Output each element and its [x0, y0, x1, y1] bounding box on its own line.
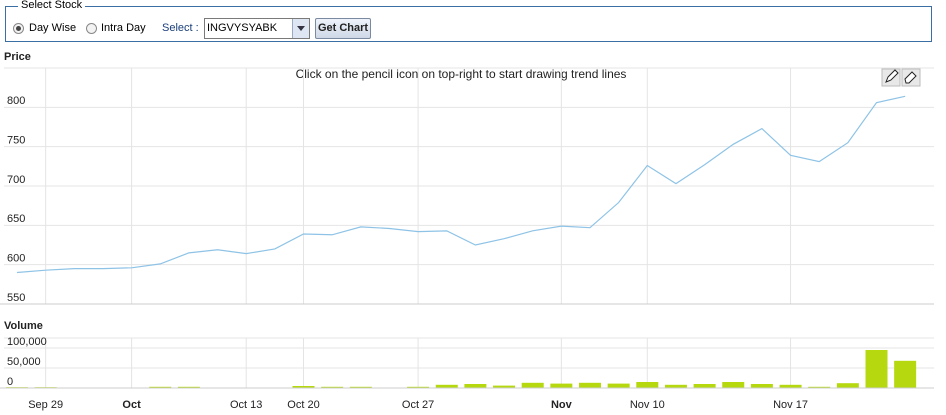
stock-select[interactable]: INGVYSYABK [204, 18, 310, 39]
annotation: Click on the pencil icon on top-right to… [296, 67, 627, 81]
volume-bar [865, 350, 888, 388]
pencil-button[interactable] [881, 68, 901, 87]
panel-legend: Select Stock [18, 0, 86, 11]
y-tick-label: 700 [7, 174, 25, 186]
volume-bar [722, 382, 745, 388]
x-tick-label: Oct 20 [287, 399, 319, 411]
volume-bar [750, 384, 773, 388]
volume-bar [607, 383, 630, 388]
volume-bar [636, 382, 659, 388]
x-tick-label: Sep 29 [28, 399, 63, 411]
volume-bar [693, 384, 716, 388]
radio-day-wise[interactable] [13, 23, 24, 34]
volume-bar [349, 386, 372, 388]
x-tick-label: Nov [551, 399, 573, 411]
x-tick-label: Oct 13 [230, 399, 262, 411]
x-tick-label: Nov 17 [773, 399, 808, 411]
get-chart-button[interactable]: Get Chart [315, 18, 371, 39]
price-title: Price [4, 51, 31, 63]
price-line [16, 95, 906, 274]
volume-bar [894, 360, 917, 388]
volume-bar [579, 382, 601, 388]
volume-bar [407, 386, 430, 388]
volume-bar [836, 383, 859, 388]
y-tick-label: 600 [7, 253, 25, 265]
y-tick-label: 800 [7, 95, 25, 107]
y-tick-label: 650 [7, 213, 25, 225]
volume-bar [292, 386, 315, 388]
volume-title: Volume [4, 320, 43, 332]
x-tick-label: Oct 27 [402, 399, 434, 411]
volume-bar [521, 382, 544, 388]
volume-bar [321, 386, 344, 388]
select-value: INGVYSYABK [207, 22, 278, 34]
volume-bar [177, 386, 200, 388]
volume-bar [435, 384, 458, 388]
volume-bar [464, 384, 487, 388]
radio-label[interactable]: Day Wise [29, 22, 77, 34]
y-tick-label: 50,000 [7, 356, 41, 368]
radio-intra-day[interactable] [86, 23, 97, 34]
y-tick-label: 100,000 [7, 336, 47, 348]
select-label: Select : [162, 22, 199, 34]
radio-label[interactable]: Intra Day [101, 22, 146, 34]
select-arrow[interactable] [292, 19, 309, 38]
volume-bar [808, 386, 831, 388]
x-tick-label: Oct [122, 399, 141, 411]
select-stock-panel: Select Stock Day Wise Intra Day Select :… [5, 0, 932, 42]
volume-bar [493, 385, 516, 388]
y-tick-label: 550 [7, 292, 25, 304]
volume-bar [149, 386, 172, 388]
y-tick-label: 0 [7, 376, 13, 388]
x-tick-label: Nov 10 [630, 399, 665, 411]
volume-bar [779, 384, 802, 388]
volume-bar [664, 384, 687, 388]
y-tick-label: 750 [7, 135, 25, 147]
eraser-button[interactable] [901, 68, 921, 87]
volume-bar [550, 383, 573, 388]
